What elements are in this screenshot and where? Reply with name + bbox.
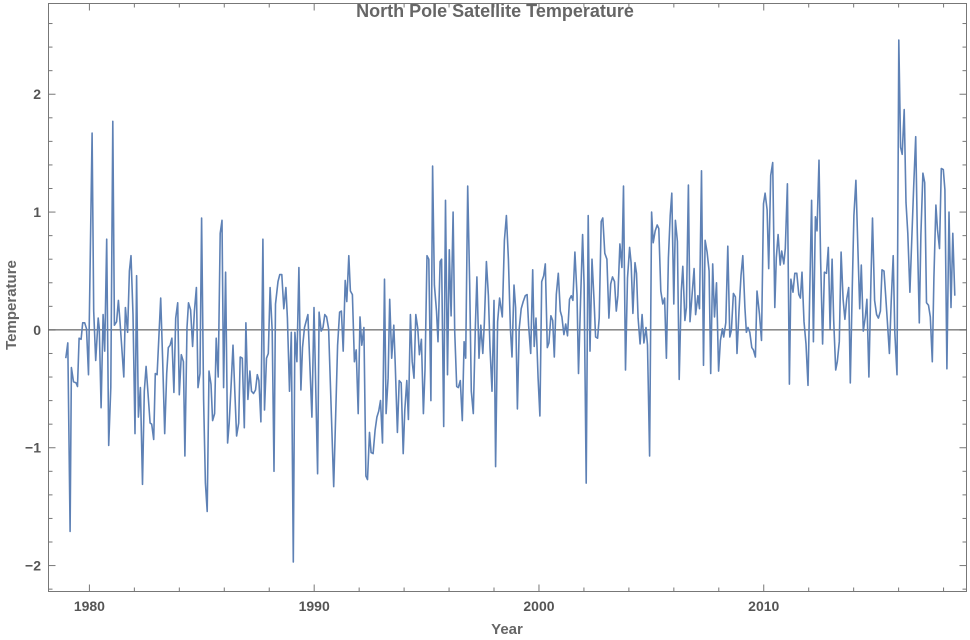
y-tick-label: 2 (33, 86, 41, 102)
y-tick-label: 0 (33, 322, 41, 338)
x-tick-label: 2000 (523, 598, 554, 614)
axis-ticks (48, 3, 967, 592)
y-tick-label: 1 (33, 204, 41, 220)
x-tick-label: 2010 (748, 598, 779, 614)
plot-frame (48, 3, 967, 592)
chart-title: North Pole Satellite Temperature (356, 1, 634, 21)
x-tick-labels: 1980 1990 2000 2010 (74, 598, 780, 614)
x-tick-label: 1990 (299, 598, 330, 614)
x-axis-label: Year (491, 621, 523, 638)
y-tick-label: −1 (25, 440, 41, 456)
y-tick-labels: −2 −1 0 1 2 (25, 86, 41, 573)
x-tick-label: 1980 (74, 598, 105, 614)
y-tick-label: −2 (25, 558, 41, 574)
y-axis-label: Temperature (3, 260, 20, 350)
series-line (65, 39, 956, 563)
